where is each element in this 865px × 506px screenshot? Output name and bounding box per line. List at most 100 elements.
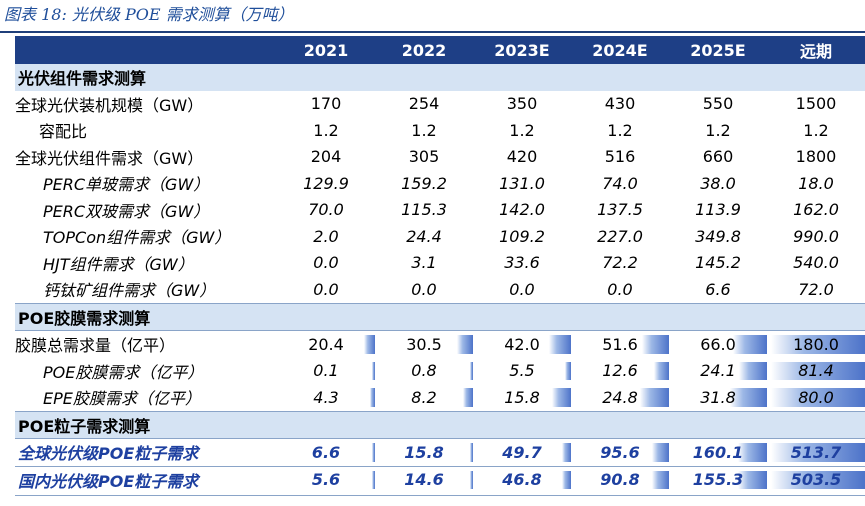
data-bar — [470, 443, 473, 462]
data-cell-with-bar: 95.6 — [571, 438, 669, 466]
data-cell: 227.0 — [597, 226, 643, 246]
data-bar — [470, 361, 473, 380]
table-row: 国内光伏级POE粒子需求 5.6 14.6 46.8 90.8 155.3 503.5 — [15, 465, 865, 493]
data-cell: 159.2 — [401, 173, 447, 193]
cell-value: 0.1 — [313, 361, 339, 381]
table-row: PERC单玻需求（GW） 129.9 159.2 131.0 74.0 38.0 18.0 — [15, 170, 865, 197]
data-cell: 38.0 — [700, 173, 736, 193]
data-cell-with-bar: 6.6 — [277, 438, 375, 466]
cell-value: 42.0 — [504, 334, 540, 354]
data-cell: 1.2 — [803, 120, 829, 140]
cell-value: 66.0 — [700, 334, 736, 354]
section-title: 光伏组件需求测算 — [15, 64, 865, 91]
data-cell-with-bar: 30.5 — [375, 330, 473, 358]
cell-value: 155.3 — [692, 470, 744, 490]
cell-value: 95.6 — [600, 442, 640, 462]
data-cell-with-bar: 155.3 — [669, 465, 767, 493]
data-bar — [738, 470, 767, 489]
data-cell: 1.2 — [607, 120, 633, 140]
row-label: EPE胶膜需求（亿平） — [43, 389, 201, 409]
cell-value: 8.2 — [411, 387, 437, 407]
cell-value: 46.8 — [502, 470, 542, 490]
data-cell: 115.3 — [401, 200, 447, 220]
data-cell: 2.0 — [313, 226, 339, 246]
data-cell: 540.0 — [793, 253, 839, 273]
data-cell: 113.9 — [695, 200, 741, 220]
row-label: 钙钛矿组件需求（GW） — [43, 281, 216, 301]
data-cell: 18.0 — [798, 173, 834, 193]
data-cell-with-bar: 24.1 — [669, 358, 767, 385]
cell-value: 30.5 — [406, 334, 442, 354]
cell-value: 5.5 — [509, 361, 535, 381]
data-cell: 72.0 — [798, 279, 834, 299]
data-cell-with-bar: 4.3 — [277, 384, 375, 411]
data-bar — [771, 335, 865, 354]
data-cell: 1500 — [795, 94, 837, 114]
row-label: 胶膜总需求量（亿平） — [15, 330, 277, 358]
data-cell: 129.9 — [303, 173, 349, 193]
table-row: 钙钛矿组件需求（GW） 0.0 0.0 0.0 0.0 6.6 72.0 — [15, 276, 865, 303]
data-cell-with-bar: 0.1 — [277, 358, 375, 385]
data-cell: 0.0 — [607, 279, 633, 299]
data-cell-with-bar: 15.8 — [473, 384, 571, 411]
section-header-row: 光伏组件需求测算 — [15, 64, 865, 91]
cell-value: 4.3 — [313, 387, 339, 407]
poe-demand-table: 2021 2022 2023E 2024E 2025E 远期 光伏组件需求测算全… — [15, 36, 865, 493]
row-label: 全球光伏级POE粒子需求 — [15, 438, 277, 466]
data-bar — [372, 470, 375, 489]
data-bar — [729, 388, 767, 407]
data-bar — [562, 470, 571, 489]
data-cell-with-bar: 24.8 — [571, 384, 669, 411]
data-bar — [771, 388, 865, 407]
table-body: 光伏组件需求测算 全球光伏装机规模（GW） 170 254 350 430 550 1500 容… — [15, 64, 865, 493]
header-cell-long-term: 远期 — [767, 36, 865, 64]
data-cell: 305 — [408, 147, 440, 167]
section-title: POE胶膜需求测算 — [15, 302, 865, 331]
data-cell: 1800 — [795, 147, 837, 167]
data-bar — [470, 470, 473, 489]
row-label: PERC单玻需求（GW） — [43, 175, 210, 195]
cell-value: 503.5 — [790, 470, 842, 490]
figure-caption: 图表 18: 光伏级 POE 需求测算（万吨） — [4, 5, 294, 24]
data-cell: 0.0 — [313, 279, 339, 299]
cell-value: 80.0 — [798, 387, 834, 407]
data-cell-with-bar: 12.6 — [571, 358, 669, 385]
row-label: POE胶膜需求（亿平） — [43, 362, 204, 382]
header-cell-2025e: 2025E — [669, 36, 767, 64]
data-cell: 74.0 — [602, 173, 638, 193]
data-bar — [463, 388, 473, 407]
header-cell-2022: 2022 — [375, 36, 473, 64]
data-bar — [372, 443, 375, 462]
table-row: HJT组件需求（GW） 0.0 3.1 33.6 72.2 145.2 540.0 — [15, 250, 865, 277]
data-cell-with-bar: 42.0 — [473, 330, 571, 358]
table-bottom-rule — [15, 495, 865, 496]
data-cell: 350 — [506, 94, 538, 114]
data-cell: 109.2 — [499, 226, 545, 246]
data-bar — [771, 443, 865, 462]
cell-value: 15.8 — [404, 442, 444, 462]
table-row: 胶膜总需求量（亿平） 20.4 30.5 42.0 51.6 66.0 180.0 — [15, 330, 865, 358]
data-bar — [651, 443, 669, 462]
header-cell-2023e: 2023E — [473, 36, 571, 64]
header-cell-2021: 2021 — [277, 36, 375, 64]
data-bar — [364, 335, 375, 354]
poe-demand-table-container: 2021 2022 2023E 2024E 2025E 远期 光伏组件需求测算全… — [15, 36, 865, 496]
data-bar — [639, 388, 669, 407]
data-cell: 70.0 — [308, 200, 344, 220]
data-cell: 131.0 — [499, 173, 545, 193]
table-row: TOPCon组件需求（GW） 2.0 24.4 109.2 227.0 349.8 990.… — [15, 223, 865, 250]
data-cell: 72.2 — [602, 253, 638, 273]
data-cell: 254 — [408, 94, 440, 114]
cell-value: 180.0 — [793, 334, 839, 354]
data-cell-with-bar: 513.7 — [767, 438, 865, 466]
data-cell-with-bar: 66.0 — [669, 330, 767, 358]
data-cell: 0.0 — [411, 279, 437, 299]
data-cell: 420 — [506, 147, 538, 167]
data-cell-with-bar: 15.8 — [375, 438, 473, 466]
data-cell: 142.0 — [499, 200, 545, 220]
data-cell: 430 — [604, 94, 636, 114]
data-cell-with-bar: 46.8 — [473, 465, 571, 493]
table-row: 全球光伏级POE粒子需求 6.6 15.8 49.7 95.6 160.1 513.7 — [15, 438, 865, 466]
data-cell-with-bar: 20.4 — [277, 330, 375, 358]
cell-value: 31.8 — [700, 387, 736, 407]
